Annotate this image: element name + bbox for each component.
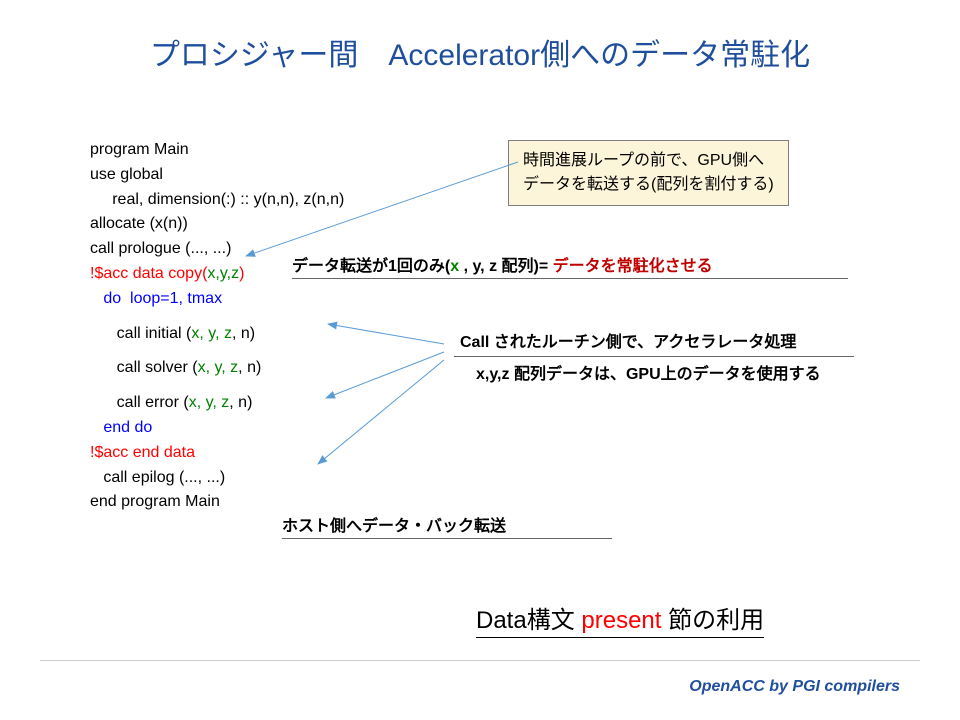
- annotation-call-routine: Call されたルーチン側で、アクセラレータ処理 x,y,z 配列データは、GP…: [460, 332, 821, 387]
- spacer: [90, 312, 344, 322]
- code-call-error: call error (x, y, z, n): [90, 391, 344, 416]
- callout-line: データを転送する(配列を割付する): [523, 173, 774, 197]
- slide-title: プロシジャー間 Accelerator側へのデータ常駐化: [0, 30, 960, 74]
- spacer: [90, 346, 344, 356]
- code-line: program Main: [90, 138, 344, 163]
- callout-line: 時間進展ループの前で、GPU側へ: [523, 149, 774, 173]
- code-line: allocate (x(n)): [90, 212, 344, 237]
- spacer: [90, 381, 344, 391]
- footer-text: OpenACC by PGI compilers: [689, 678, 900, 696]
- annotation-line: Call されたルーチン側で、アクセラレータ処理: [460, 332, 821, 354]
- annotation-host-back: ホスト側へデータ・バック転送: [282, 516, 506, 538]
- code-epilog: call epilog (..., ...): [90, 466, 344, 491]
- callout-gpu-transfer: 時間進展ループの前で、GPU側へ データを転送する(配列を割付する): [508, 140, 789, 206]
- code-line: real, dimension(:) :: y(n,n), z(n,n): [90, 188, 344, 213]
- subtitle-data-present: Data構文 present 節の利用: [476, 600, 764, 638]
- footer-divider: [40, 660, 920, 661]
- code-acc-end: !$acc end data: [90, 441, 344, 466]
- underline: [282, 538, 612, 539]
- arrow: [328, 324, 444, 344]
- underline: [292, 278, 848, 279]
- code-call-initial: call initial (x, y, z, n): [90, 322, 344, 347]
- annotation-data-transfer-once: データ転送が1回のみ(x , y, z 配列)= データを常駐化させる: [292, 256, 713, 278]
- code-block: program Main use global real, dimension(…: [90, 138, 344, 515]
- code-end: end program Main: [90, 490, 344, 515]
- code-line: use global: [90, 163, 344, 188]
- code-loop: do loop=1, tmax: [90, 287, 344, 312]
- code-call-solver: call solver (x, y, z, n): [90, 356, 344, 381]
- slide: プロシジャー間 Accelerator側へのデータ常駐化 program Mai…: [0, 0, 960, 720]
- annotation-line: x,y,z 配列データは、GPU上のデータを使用する: [476, 364, 821, 386]
- code-enddo: end do: [90, 416, 344, 441]
- underline: [454, 356, 854, 357]
